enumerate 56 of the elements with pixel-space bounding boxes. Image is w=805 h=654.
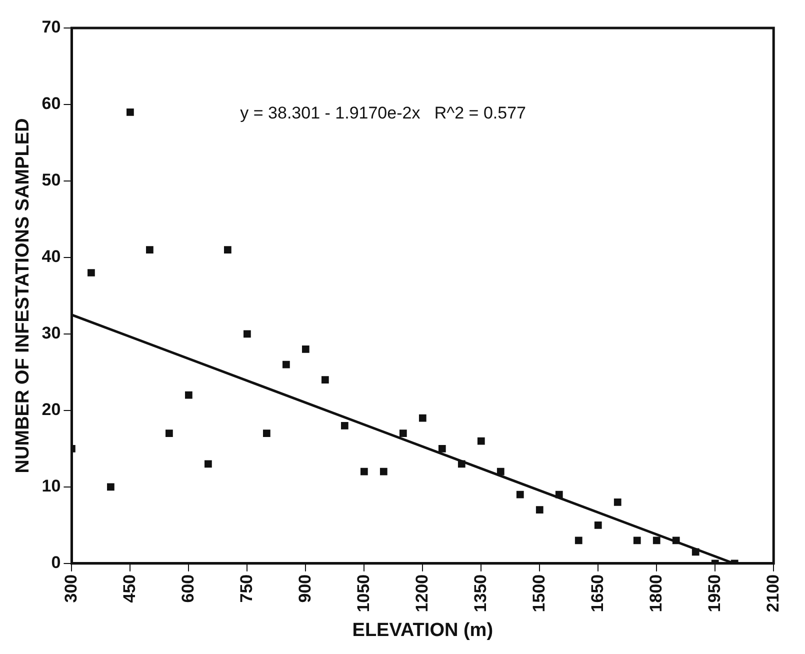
- y-tick-label: 20: [42, 400, 61, 420]
- y-axis-title: NUMBER OF INFESTATIONS SAMPLED: [12, 118, 34, 474]
- point: [88, 269, 95, 276]
- point: [652, 536, 660, 544]
- y-tick-label: 10: [42, 476, 61, 496]
- point: [418, 414, 426, 422]
- x-tick-label: 1950: [704, 574, 724, 612]
- y-tick-label: 30: [42, 324, 61, 343]
- annotation: y = 38.301 - 1.9170e-2x R^2 = 0.577: [240, 103, 526, 122]
- point: [477, 437, 485, 445]
- point: [380, 468, 388, 476]
- x-tick-label: 2100: [763, 574, 782, 612]
- x-tick-label: 300: [61, 574, 80, 603]
- point: [614, 498, 622, 506]
- y-tick-label: 40: [42, 247, 61, 266]
- x-tick-label: 600: [178, 574, 198, 603]
- point: [244, 330, 251, 338]
- point: [224, 246, 232, 254]
- point: [262, 430, 270, 438]
- point: [594, 521, 602, 529]
- y-tick-label: 50: [42, 170, 61, 190]
- point: [692, 548, 700, 556]
- y-tick-label: 70: [42, 18, 61, 37]
- x-tick-label: 1050: [354, 574, 373, 612]
- point: [574, 536, 582, 544]
- point: [458, 460, 466, 468]
- point: [146, 246, 154, 254]
- x-tick-label: 750: [236, 574, 256, 603]
- point: [633, 536, 641, 544]
- point: [204, 460, 212, 468]
- point: [340, 422, 348, 430]
- point: [185, 391, 192, 399]
- x-tick-label: 450: [120, 574, 139, 603]
- x-tick-label: 900: [295, 574, 314, 603]
- point: [672, 536, 680, 544]
- point: [399, 430, 407, 438]
- point: [496, 468, 504, 476]
- point: [166, 430, 173, 438]
- x-axis-title: ELEVATION (m): [352, 620, 494, 641]
- point: [321, 376, 329, 384]
- x-tick-label: 1500: [529, 574, 548, 612]
- point: [107, 483, 114, 491]
- point: [126, 108, 134, 116]
- point: [555, 490, 563, 498]
- point: [438, 444, 446, 452]
- point: [516, 490, 524, 498]
- point: [302, 346, 310, 353]
- y-tick-label: 0: [51, 553, 61, 572]
- x-tick-label: 1350: [470, 574, 490, 612]
- x-tick-label: 1800: [646, 574, 666, 612]
- point: [360, 468, 368, 476]
- point: [282, 360, 290, 368]
- x-tick-label: 1650: [588, 574, 607, 612]
- point: [536, 506, 544, 514]
- x-tick-label: 1200: [412, 574, 432, 612]
- y-tick-label: 60: [42, 94, 61, 114]
